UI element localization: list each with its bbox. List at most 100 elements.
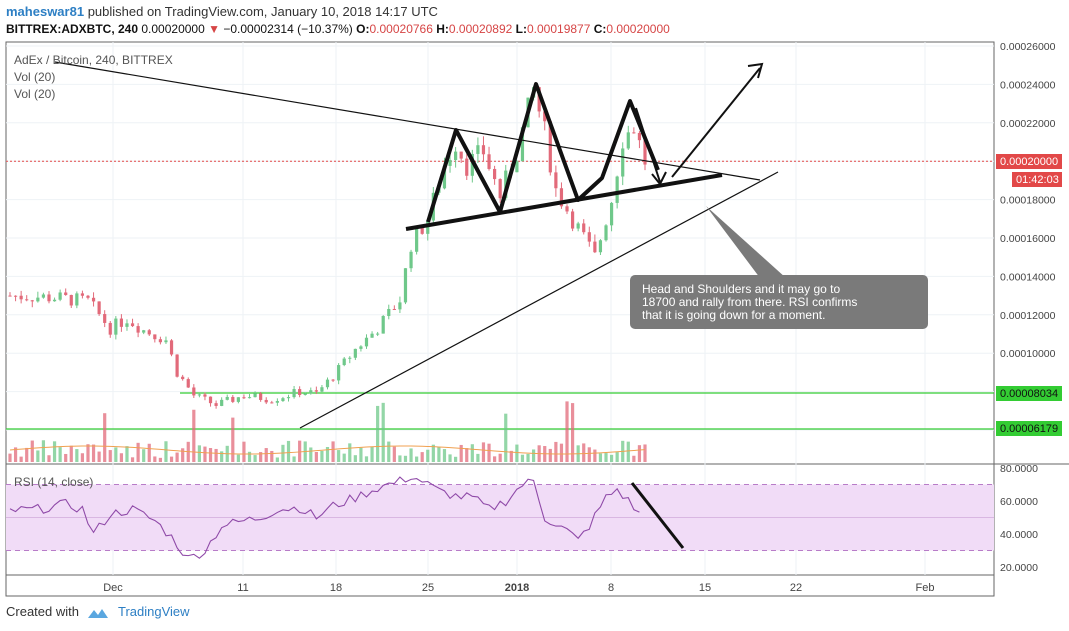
candle-body: [25, 299, 29, 301]
countdown-badge-text: 01:42:03: [1016, 174, 1059, 186]
candle-body: [342, 358, 346, 366]
volume-bar: [431, 444, 435, 462]
candle-body: [130, 323, 135, 327]
time-tick-label: 22: [790, 582, 802, 594]
candle-body: [387, 309, 391, 317]
author-name[interactable]: maheswar81: [6, 4, 85, 19]
volume-bar: [454, 456, 458, 462]
callout-line-1: Head and Shoulders and it may go to: [642, 282, 840, 296]
time-tick-label: 8: [608, 582, 614, 594]
candle-body: [175, 354, 179, 377]
volume-bar: [437, 446, 441, 462]
change-text: −0.00002314 (−10.37%): [223, 22, 353, 36]
volume-bar: [565, 401, 569, 462]
candle-body: [331, 379, 335, 381]
down-triangle-icon: ▼: [208, 22, 221, 36]
volume-bar: [342, 453, 346, 462]
candle-body: [637, 132, 642, 141]
rsi-tick-label: 80.0000: [1000, 463, 1038, 475]
volume-bar: [415, 456, 419, 462]
arrow-down-head: [651, 171, 667, 186]
countdown-badge: [1012, 172, 1062, 187]
candle-body: [8, 295, 12, 297]
callout-line-2: 18700 and rally from there. RSI confirms: [642, 295, 857, 309]
arrow-up-head: [747, 62, 764, 79]
volume-bar: [236, 454, 240, 462]
candle-body: [381, 316, 385, 334]
callout-box: [630, 275, 928, 329]
published-text: published on TradingView.com, January 10…: [87, 4, 438, 19]
candle-body: [442, 165, 447, 189]
low-label: L:: [515, 22, 527, 36]
candle-body: [153, 334, 157, 340]
volume-bar: [125, 446, 129, 462]
candle-body: [570, 211, 575, 229]
volume-bar: [409, 448, 413, 462]
candle-body: [398, 302, 402, 310]
volume-bar: [181, 448, 185, 462]
candle-body: [515, 161, 519, 173]
volume-bar: [359, 447, 363, 462]
volume-bar: [515, 444, 519, 462]
candles: [8, 85, 647, 409]
candle-body: [303, 393, 307, 395]
volume-bar: [531, 449, 536, 462]
volume-bar: [25, 447, 29, 462]
candle-body: [325, 379, 330, 388]
volume-bar: [47, 455, 51, 462]
level-badge-1-text: 0.00008034: [1000, 388, 1058, 400]
price-tick-label: 0.00026000: [1000, 41, 1056, 53]
tradingview-logo-icon[interactable]: [87, 606, 109, 620]
volume-bar: [398, 455, 402, 462]
candle-body: [264, 399, 268, 403]
candle-body: [158, 339, 162, 343]
volume-bar: [264, 448, 268, 462]
legend-vol-2: Vol (20): [14, 87, 55, 101]
trend-drawings: Head and Shoulders and it may go to 1870…: [54, 61, 928, 549]
arrow-down-line: [635, 107, 661, 183]
volume-bar: [520, 454, 525, 462]
tradingview-brand-link[interactable]: TradingView: [118, 604, 190, 619]
open-value: 0.00020766: [369, 22, 433, 36]
volume-bars: [8, 401, 647, 462]
candle-body: [615, 176, 619, 203]
volume-bar: [158, 457, 162, 462]
volume-bar: [459, 444, 463, 462]
candle-body: [359, 346, 363, 349]
volume-bar: [582, 443, 586, 462]
chart-svg[interactable]: Head and Shoulders and it may go to 1870…: [0, 40, 1069, 600]
candle-body: [259, 393, 263, 400]
volume-bar: [69, 445, 73, 462]
volume-bar: [448, 454, 452, 462]
price-tick-label: 0.00012000: [1000, 310, 1056, 322]
volume-bar: [314, 451, 318, 462]
volume-bar: [142, 449, 146, 462]
volume-bar: [147, 443, 151, 462]
candle-body: [114, 318, 118, 335]
candle-body: [448, 159, 452, 166]
candle-body: [548, 121, 552, 173]
volume-bar: [353, 455, 357, 462]
arrow-up-line: [671, 67, 761, 178]
candle-body: [103, 314, 107, 323]
level-badge-1: [996, 386, 1062, 401]
candle-body: [86, 295, 90, 298]
candle-body: [247, 397, 252, 399]
candle-body: [142, 330, 146, 333]
volume-bar: [559, 443, 564, 462]
candle-body: [197, 394, 201, 396]
high-label: H:: [436, 22, 449, 36]
volume-bar: [153, 456, 157, 462]
time-tick-label: Dec: [103, 582, 123, 594]
last-price-badge: [996, 154, 1062, 169]
candle-body: [253, 393, 257, 398]
volume-bar: [331, 441, 335, 462]
time-tick-label: 18: [330, 582, 342, 594]
last-price-badge-text: 0.00020000: [1000, 156, 1058, 168]
candle-body: [376, 333, 380, 335]
open-label: O:: [356, 22, 370, 36]
candle-body: [186, 379, 190, 388]
candle-body: [593, 241, 597, 253]
header-line-2: BITTREX:ADXBTC, 240 0.00020000 ▼ −0.0000…: [6, 22, 670, 36]
volume-bar: [8, 453, 12, 462]
